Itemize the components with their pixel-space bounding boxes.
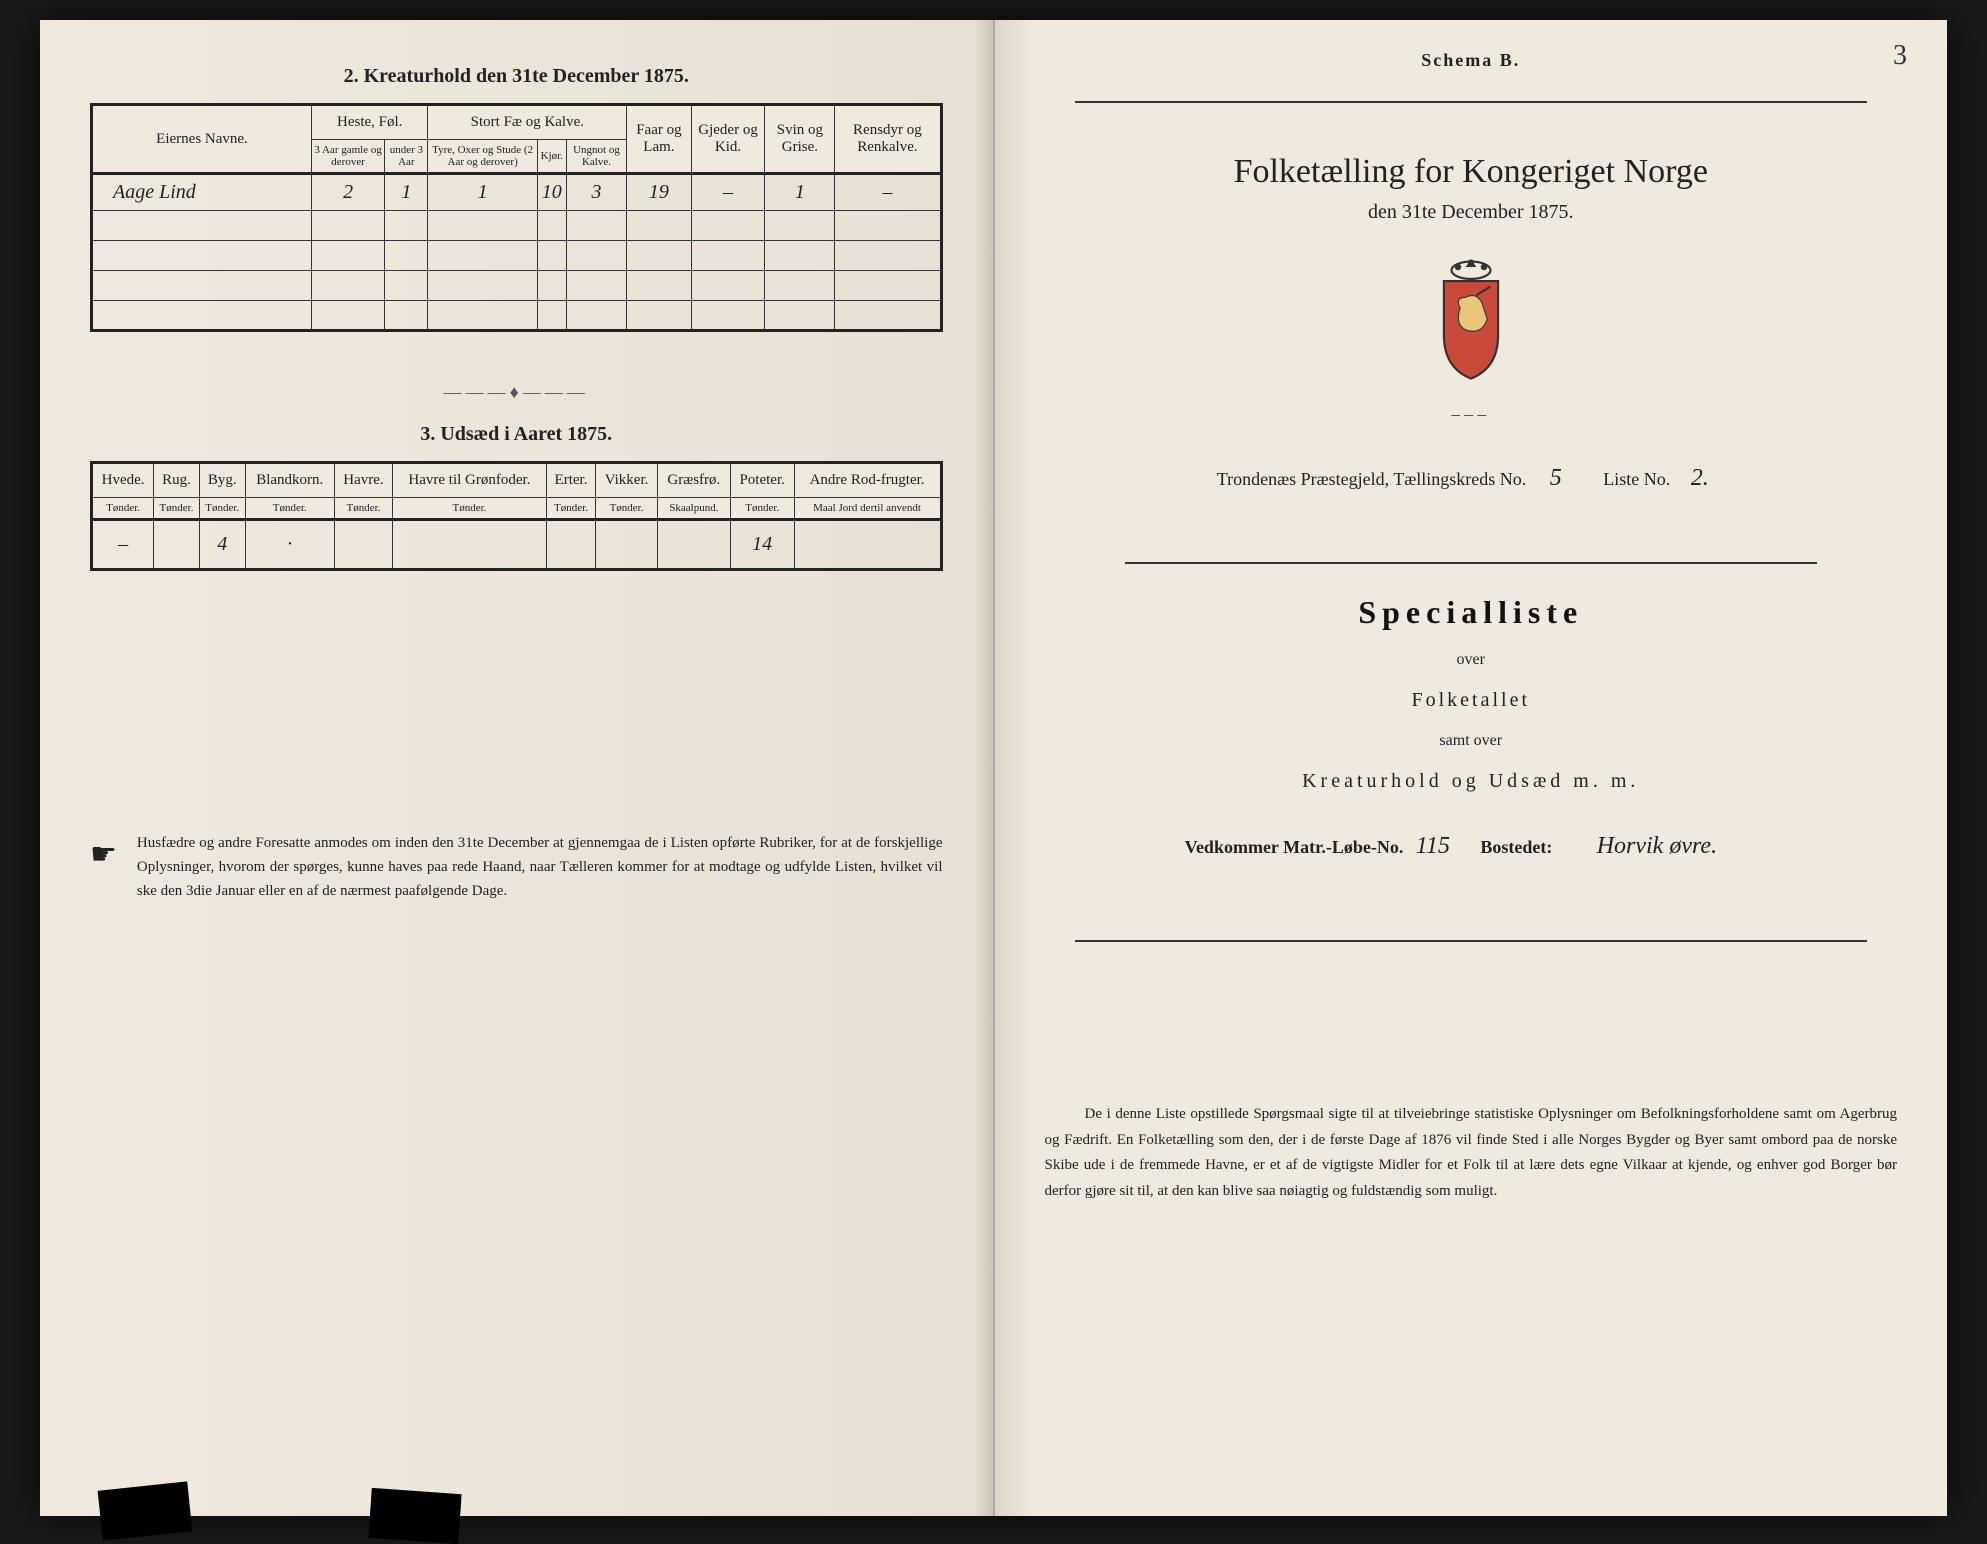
col-horses: Heste, Føl. bbox=[312, 105, 428, 140]
cell-val: 10 bbox=[537, 174, 566, 211]
bottom-paragraph: De i denne Liste opstillede Spørgsmaal s… bbox=[1045, 1102, 1898, 1204]
schema-label: Schema B. bbox=[1045, 50, 1898, 71]
notice-text: Husfædre og andre Foresatte anmodes om i… bbox=[137, 831, 943, 903]
parish-line: Trondenæs Præstegjeld, Tællingskreds No.… bbox=[1045, 465, 1898, 492]
col-grass: Græsfrø. bbox=[657, 463, 730, 498]
unit: Tønder. bbox=[596, 498, 658, 520]
page-number: 3 bbox=[1893, 40, 1907, 72]
bosted-label: Bostedet: bbox=[1480, 837, 1552, 857]
cell-val: – bbox=[835, 174, 941, 211]
col-owner-name: Eiernes Navne. bbox=[92, 105, 312, 174]
notice-block: ☛ Husfædre og andre Foresatte anmodes om… bbox=[90, 831, 943, 903]
seed-table: Hvede. Rug. Byg. Blandkorn. Havre. Havre… bbox=[90, 461, 943, 571]
right-page: 3 Schema B. Folketælling for Kongeriget … bbox=[995, 20, 1948, 1516]
col-reindeer: Rensdyr og Renkalve. bbox=[835, 105, 941, 174]
unit: Tønder. bbox=[199, 498, 245, 520]
col-oats-green: Havre til Grønfoder. bbox=[392, 463, 546, 498]
livestock-table: Eiernes Navne. Heste, Føl. Stort Fæ og K… bbox=[90, 103, 943, 332]
cell-val: 19 bbox=[627, 174, 691, 211]
matr-label: Vedkommer Matr.-Løbe-No. bbox=[1185, 837, 1404, 857]
col-barley: Byg. bbox=[199, 463, 245, 498]
col-sheep: Faar og Lam. bbox=[627, 105, 691, 174]
title-sub: den 31te December 1875. bbox=[1045, 201, 1898, 224]
sub-horses-3yr: 3 Aar gamle og derover bbox=[312, 140, 385, 174]
section-2-title: 2. Kreaturhold den 31te December 1875. bbox=[90, 65, 943, 88]
cell-val bbox=[596, 520, 658, 570]
matr-no: 115 bbox=[1408, 833, 1458, 860]
samt-label: samt over bbox=[1045, 732, 1898, 750]
col-wheat: Hvede. bbox=[92, 463, 154, 498]
left-page: 2. Kreaturhold den 31te December 1875. E… bbox=[40, 20, 995, 1516]
pointing-hand-icon: ☛ bbox=[90, 831, 117, 903]
cell-val: – bbox=[92, 520, 154, 570]
list-no: 2. bbox=[1675, 465, 1725, 492]
bosted-value: Horvik øvre. bbox=[1557, 833, 1757, 860]
section-3-title: 3. Udsæd i Aaret 1875. bbox=[90, 423, 943, 446]
table-row bbox=[92, 241, 942, 271]
cell-val: 1 bbox=[385, 174, 428, 211]
rule-line bbox=[1075, 101, 1868, 103]
unit: Tønder. bbox=[730, 498, 794, 520]
col-cattle: Stort Fæ og Kalve. bbox=[428, 105, 627, 140]
ornament-divider: ―――♦――― bbox=[90, 382, 943, 403]
cell-val bbox=[334, 520, 392, 570]
unit: Skaalpund. bbox=[657, 498, 730, 520]
ornament-divider: ⎯⎯⎯ bbox=[1045, 404, 1898, 425]
list-no-label: Liste No. bbox=[1603, 469, 1670, 489]
folketallet-label: Folketallet bbox=[1045, 689, 1898, 712]
census-district-no: 5 bbox=[1531, 465, 1581, 492]
unit: Tønder. bbox=[245, 498, 334, 520]
cell-val: 1 bbox=[765, 174, 835, 211]
col-oats: Havre. bbox=[334, 463, 392, 498]
unit: Tønder. bbox=[92, 498, 154, 520]
table-row: – 4 · 14 bbox=[92, 520, 942, 570]
unit: Tønder. bbox=[334, 498, 392, 520]
sub-bulls: Tyre, Oxer og Stude (2 Aar og derover) bbox=[428, 140, 537, 174]
over-label: over bbox=[1045, 651, 1898, 669]
sub-horses-under3: under 3 Aar bbox=[385, 140, 428, 174]
sub-cows: Kjør. bbox=[537, 140, 566, 174]
col-rye: Rug. bbox=[154, 463, 200, 498]
unit: Tønder. bbox=[546, 498, 595, 520]
unit: Maal Jord dertil anvendt bbox=[794, 498, 941, 520]
table-row bbox=[92, 271, 942, 301]
title-main: Folketælling for Kongeriget Norge bbox=[1045, 153, 1898, 191]
cell-val: 4 bbox=[199, 520, 245, 570]
table-row bbox=[92, 211, 942, 241]
cell-val: · bbox=[245, 520, 334, 570]
col-goats: Gjeder og Kid. bbox=[691, 105, 765, 174]
cell-val bbox=[392, 520, 546, 570]
col-mixed: Blandkorn. bbox=[245, 463, 334, 498]
cell-owner-name: Aage Lind bbox=[92, 174, 312, 211]
col-potatoes: Poteter. bbox=[730, 463, 794, 498]
table-row bbox=[92, 301, 942, 331]
col-roots: Andre Rod-frugter. bbox=[794, 463, 941, 498]
cell-val bbox=[657, 520, 730, 570]
parish-label: Trondenæs Præstegjeld, Tællingskreds No. bbox=[1217, 469, 1527, 489]
matr-line: Vedkommer Matr.-Løbe-No. 115 Bostedet: H… bbox=[1045, 833, 1898, 860]
cell-val: – bbox=[691, 174, 765, 211]
book-spread: 2. Kreaturhold den 31te December 1875. E… bbox=[40, 20, 1947, 1516]
rule-line bbox=[1075, 940, 1868, 942]
rule-line bbox=[1125, 562, 1818, 564]
table-row: Aage Lind 2 1 1 10 3 19 – 1 – bbox=[92, 174, 942, 211]
clip-shadow bbox=[98, 1481, 193, 1540]
unit: Tønder. bbox=[392, 498, 546, 520]
special-list-title: Specialliste bbox=[1045, 594, 1898, 631]
col-peas: Erter. bbox=[546, 463, 595, 498]
cell-val: 3 bbox=[566, 174, 626, 211]
cell-val bbox=[546, 520, 595, 570]
unit: Tønder. bbox=[154, 498, 200, 520]
cell-val: 14 bbox=[730, 520, 794, 570]
cell-val bbox=[154, 520, 200, 570]
sub-calves: Ungnot og Kalve. bbox=[566, 140, 626, 174]
cell-val: 2 bbox=[312, 174, 385, 211]
cell-val: 1 bbox=[428, 174, 537, 211]
kreatur-label: Kreaturhold og Udsæd m. m. bbox=[1045, 770, 1898, 793]
col-pigs: Svin og Grise. bbox=[765, 105, 835, 174]
col-vetch: Vikker. bbox=[596, 463, 658, 498]
cell-val bbox=[794, 520, 941, 570]
coat-of-arms-icon bbox=[1416, 254, 1526, 384]
